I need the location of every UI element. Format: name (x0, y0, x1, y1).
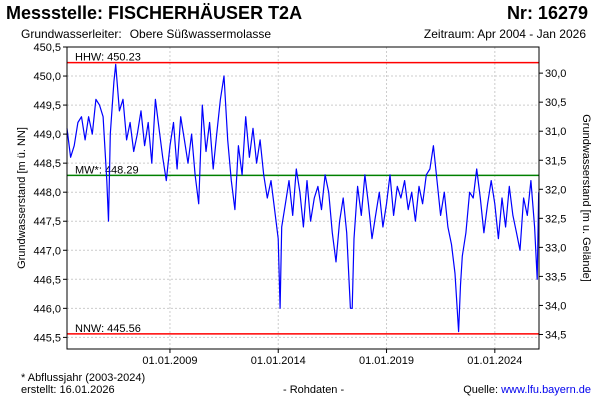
y-tick-label-right: 34,5 (545, 329, 566, 341)
created-date: 16.01.2026 (59, 384, 115, 396)
y-tick-label-left: 448,5 (33, 158, 61, 170)
x-tick-label: 01.01.2014 (251, 355, 306, 367)
right-axis: 30,0 30,5 31,0 31,5 32,0 32,5 33,0 33,5 34,0 34,5 (539, 68, 566, 341)
source-link[interactable]: www.lfu.bayern.de (501, 384, 591, 396)
grid (67, 46, 539, 349)
y-tick-label-right: 34,0 (545, 300, 566, 312)
y-tick-label-left: 449,0 (33, 129, 61, 141)
aquifer-label: Grundwasserleiter: (21, 27, 122, 41)
footnote: * Abflussjahr (2003-2024) (21, 372, 146, 384)
y-tick-label-right: 30,0 (545, 68, 566, 80)
aquifer-value: Obere Süßwassermolasse (129, 27, 272, 41)
created-info: erstellt: 16.01.2026 (21, 384, 115, 396)
x-tick-label: 01.01.2009 (142, 355, 197, 367)
page-title: Messstelle: FISCHERHÄUSER T2A (6, 3, 303, 23)
y-tick-label-right: 31,0 (545, 126, 566, 138)
y-tick-label-left: 446,0 (33, 303, 61, 315)
aquifer-info: Grundwasserleiter: Obere Süßwassermolasse (21, 27, 271, 41)
y-tick-label-right: 31,5 (545, 155, 566, 167)
y-tick-label-left: 446,5 (33, 274, 61, 286)
y-tick-label-right: 32,0 (545, 184, 566, 196)
reference-label: NNW: 445.56 (75, 323, 141, 335)
y-axis-label-left: Grundwasserstand [m ü. NN] (16, 127, 28, 269)
y-tick-label-left: 449,5 (33, 100, 61, 112)
y-tick-label-left: 448,0 (33, 187, 61, 199)
x-tick-label: 01.01.2024 (467, 355, 522, 367)
y-tick-label-left: 447,5 (33, 216, 61, 228)
station-number: Nr: 16279 (506, 3, 588, 23)
reference-label: HHW: 450.23 (75, 52, 141, 64)
x-tick-label: 01.01.2019 (359, 355, 414, 367)
y-tick-label-left: 445,5 (33, 332, 61, 344)
data-type-label: - Rohdaten - (283, 384, 345, 396)
y-tick-label-right: 33,5 (545, 271, 566, 283)
y-tick-label-right: 32,5 (545, 213, 566, 225)
created-label: erstellt: (21, 384, 57, 396)
source-label: Quelle: (463, 384, 499, 396)
plot-frame (66, 46, 540, 350)
y-tick-label-left: 450,5 (33, 42, 61, 54)
x-axis: 01.01.2009 01.01.2014 01.01.2019 01.01.2024 (142, 349, 522, 367)
groundwater-level-line (66, 63, 540, 333)
left-axis: 445,5 446,0 446,5 447,0 447,5 448,0 448,5 449,0… (33, 42, 67, 344)
y-tick-label-right: 30,5 (545, 97, 566, 109)
series-layer (66, 63, 540, 333)
y-tick-label-left: 447,0 (33, 245, 61, 257)
y-axis-label-right: Grundwasserstand [m u. Gelände] (580, 114, 592, 282)
y-tick-label-left: 450,0 (33, 71, 61, 83)
y-tick-label-right: 33,0 (545, 242, 566, 254)
period-label: Zeitraum: Apr 2004 - Jan 2026 (423, 27, 586, 41)
source: Quelle: www.lfu.bayern.de (463, 384, 591, 396)
